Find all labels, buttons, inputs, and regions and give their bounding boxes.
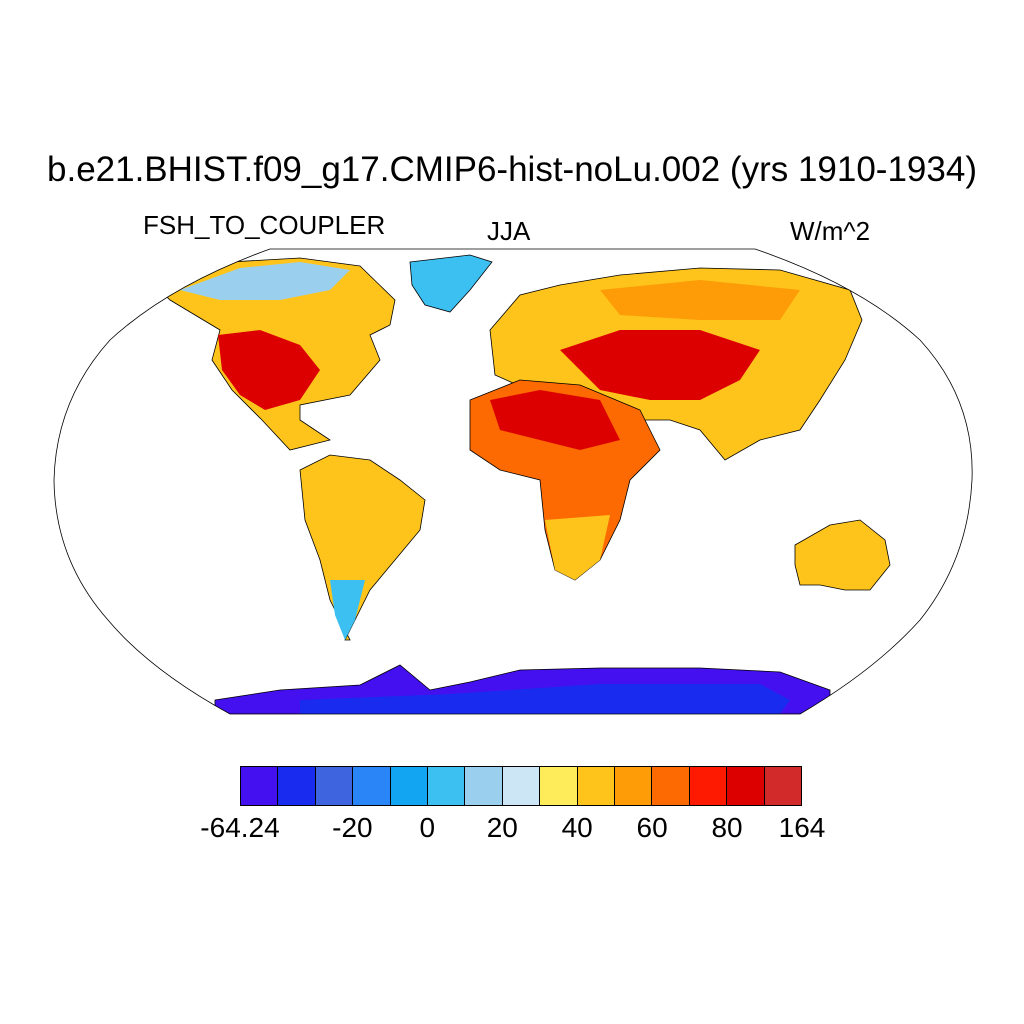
patagonia [330, 580, 365, 640]
colorbar-label: 164 [778, 812, 826, 843]
colorbar-label: -20 [332, 812, 373, 843]
colorbar-box [241, 767, 279, 805]
colorbar [240, 766, 802, 806]
canada-north [180, 262, 350, 300]
colorbar-box [577, 767, 616, 805]
colorbar-box [465, 767, 503, 805]
colorbar-box [353, 767, 391, 805]
antarctica-interior [300, 684, 790, 714]
colorbar-box [390, 767, 429, 805]
siberia [600, 280, 800, 320]
colorbar-label: 80 [711, 812, 743, 843]
colorbar-label: -64.24 [200, 812, 280, 843]
colorbar-box [615, 767, 653, 805]
colorbar-box [540, 767, 578, 805]
colorbar-label: 40 [561, 812, 593, 843]
units-label: W/m^2 [790, 216, 871, 246]
season-label: JJA [487, 216, 531, 246]
colorbar-box [428, 767, 466, 805]
colorbar-label: 20 [486, 812, 518, 843]
colorbar-box [764, 767, 802, 805]
colorbar-box [727, 767, 765, 805]
colorbar-label: 0 [419, 812, 436, 843]
globe-outline [53, 248, 973, 715]
colorbar-box [689, 767, 728, 805]
central-asia-hot [560, 330, 760, 400]
colorbar-box [315, 767, 354, 805]
south-america [299, 454, 426, 641]
land-fields [164, 254, 891, 714]
colorbar-label: 60 [636, 812, 668, 843]
greenland [409, 254, 493, 313]
colorbar-box [652, 767, 690, 805]
colorbar-box [278, 767, 316, 805]
variable-label: FSH_TO_COUPLER [143, 210, 386, 240]
australia [794, 519, 891, 591]
sahara-hot [490, 390, 620, 450]
colorbar-box [502, 767, 541, 805]
plot-title: b.e21.BHIST.f09_g17.CMIP6-hist-noLu.002 … [47, 150, 977, 189]
southern-africa [545, 515, 610, 580]
us-hot-region [218, 330, 320, 410]
